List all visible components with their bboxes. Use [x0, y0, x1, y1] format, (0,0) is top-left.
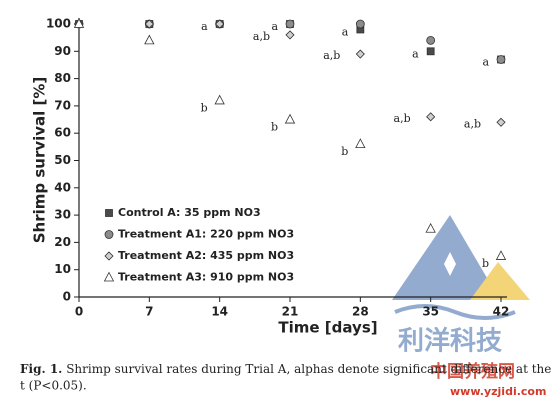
y-tick-label: 0	[63, 290, 71, 304]
point	[496, 55, 506, 64]
caption-line: Shrimp survival rates during Trial A, al…	[66, 362, 551, 376]
point-label: a	[412, 47, 419, 60]
point	[284, 113, 296, 124]
point	[73, 18, 85, 28]
x-tick-label: 7	[145, 305, 153, 319]
point	[355, 49, 365, 59]
point	[285, 30, 295, 40]
point-label: a	[201, 20, 208, 33]
point	[425, 222, 436, 233]
point-label: b	[341, 145, 348, 158]
legend-label: Treatment A1: 220 ppm NO3	[118, 228, 294, 241]
watermark-logo	[392, 215, 530, 320]
y-tick-label: 40	[54, 180, 71, 194]
y-tick-label: 20	[54, 235, 71, 249]
x-axis-label: Time [days]	[278, 319, 377, 337]
caption-line: t (P<0.05).	[20, 379, 87, 393]
y-tick-label: 30	[54, 208, 71, 222]
x-tick-label: 0	[75, 305, 83, 319]
x-tick-label: 21	[282, 305, 299, 319]
x-tick-label: 42	[493, 305, 510, 319]
y-tick-label: 80	[54, 71, 71, 85]
y-tick-label: 70	[54, 98, 71, 112]
point	[215, 19, 225, 29]
x-tick-label: 35	[422, 305, 439, 319]
legend-label: Treatment A3: 910 ppm NO3	[118, 271, 294, 284]
y-tick-label: 50	[54, 153, 71, 167]
point-label: b	[271, 121, 278, 134]
legend-marker	[105, 209, 113, 217]
y-tick-label: 90	[54, 44, 71, 58]
point	[144, 34, 155, 45]
x-tick-label: 28	[352, 305, 369, 319]
point-label: a	[342, 25, 349, 38]
legend-marker	[104, 230, 114, 239]
caption: Fig. 1. Shrimp survival rates during Tri…	[20, 362, 551, 376]
point	[426, 35, 436, 45]
point	[426, 112, 436, 122]
point-label: a	[482, 55, 489, 68]
legend-marker	[103, 271, 115, 282]
watermark-url: www.yzjidi.com	[450, 385, 546, 398]
legend-marker	[104, 251, 114, 261]
legend-label: Treatment A2: 435 ppm NO3	[118, 249, 294, 262]
point-label: a,b	[253, 30, 270, 43]
point	[426, 47, 435, 56]
point	[144, 19, 154, 29]
point	[214, 94, 225, 105]
point	[355, 138, 366, 149]
point-label: a,b	[464, 117, 481, 130]
watermark-brand: 利洋科技	[398, 326, 502, 357]
point-label: b	[201, 101, 208, 114]
point	[285, 19, 295, 29]
point	[495, 250, 507, 260]
watermark-site: 中国养殖网	[430, 361, 515, 382]
y-tick-label: 100	[46, 17, 71, 31]
point-label: a,b	[394, 112, 411, 125]
point-label: b	[482, 257, 489, 270]
x-tick-label: 14	[211, 305, 228, 319]
point	[496, 117, 506, 127]
point	[355, 19, 365, 29]
point-label: a,b	[323, 49, 340, 62]
y-tick-label: 10	[54, 262, 71, 276]
legend-label: Control A: 35 ppm NO3	[118, 206, 261, 219]
y-axis-label: Shrimp survival [%]	[31, 77, 49, 244]
caption-label: Fig. 1.	[20, 362, 62, 376]
point-label: a	[271, 20, 278, 33]
y-tick-label: 60	[54, 126, 71, 140]
